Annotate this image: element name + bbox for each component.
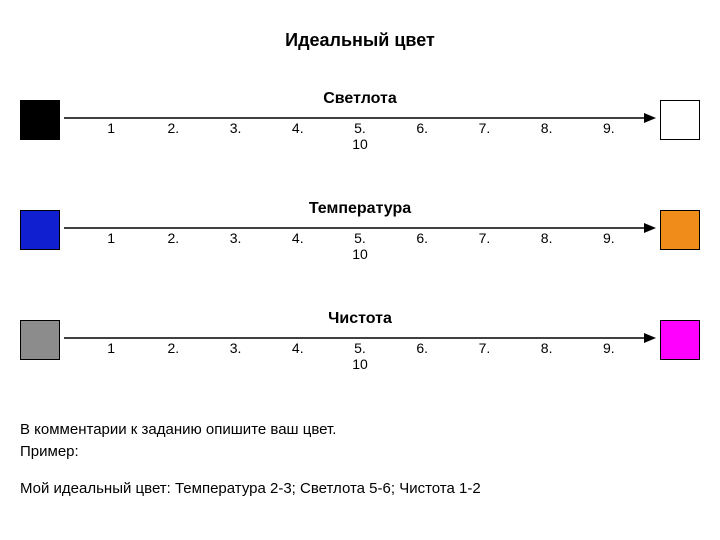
tick-label: 6. [391,340,453,356]
tick-label: 1 [80,340,142,356]
tick-second-line: 10 [20,246,700,262]
tick-label: 7. [453,120,515,136]
tick-label: 3. [204,340,266,356]
page-title: Идеальный цвет [0,30,720,51]
tick-label: 2. [142,340,204,356]
tick-label: 8. [516,230,578,246]
tick-label: 4. [267,340,329,356]
scale-lightness: Светлота 12.3.4.5.6.7.8.9. 10 [20,90,700,180]
swatch-right-purity [660,320,700,360]
tick-label: 8. [516,120,578,136]
tick-label: 8. [516,340,578,356]
tick-label: 9. [578,230,640,246]
footer-gap [20,464,680,478]
tick-row: 12.3.4.5.6.7.8.9. [80,230,640,246]
footer-line-3: Мой идеальный цвет: Температура 2-3; Све… [20,478,680,501]
tick-second-line: 10 [20,136,700,152]
tick-label: 7. [453,340,515,356]
tick-label: 4. [267,230,329,246]
tick-row: 12.3.4.5.6.7.8.9. [80,340,640,356]
footer-line-2: Пример: [20,441,680,464]
tick-label: 4. [267,120,329,136]
scale-label-purity: Чистота [20,310,700,328]
scale-label-lightness: Светлота [20,90,700,108]
tick-label: 2. [142,120,204,136]
tick-label: 2. [142,230,204,246]
tick-label: 5. [329,230,391,246]
scale-label-temperature: Температура [20,200,700,218]
scale-purity: Чистота 12.3.4.5.6.7.8.9. 10 [20,310,700,400]
tick-label: 6. [391,230,453,246]
tick-label: 9. [578,340,640,356]
page: Идеальный цвет Светлота 12.3.4.5.6.7.8.9… [0,0,720,540]
swatch-right-lightness [660,100,700,140]
scale-temperature: Температура 12.3.4.5.6.7.8.9. 10 [20,200,700,290]
tick-label: 5. [329,340,391,356]
footer-line-1: В комментарии к заданию опишите ваш цвет… [20,419,680,442]
tick-label: 9. [578,120,640,136]
tick-label: 6. [391,120,453,136]
tick-label: 3. [204,120,266,136]
tick-label: 5. [329,120,391,136]
tick-second-line: 10 [20,356,700,372]
swatch-right-temperature [660,210,700,250]
tick-label: 3. [204,230,266,246]
tick-label: 1 [80,120,142,136]
tick-label: 7. [453,230,515,246]
tick-row: 12.3.4.5.6.7.8.9. [80,120,640,136]
tick-label: 1 [80,230,142,246]
footer-text: В комментарии к заданию опишите ваш цвет… [20,419,680,501]
